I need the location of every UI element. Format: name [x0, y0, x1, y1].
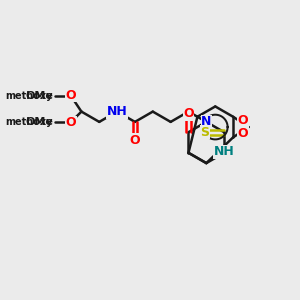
Text: N: N — [201, 116, 211, 128]
Text: O: O — [237, 127, 248, 140]
Text: O: O — [66, 116, 76, 129]
Text: O: O — [130, 134, 140, 147]
Text: OMe: OMe — [26, 91, 54, 101]
Text: methoxy: methoxy — [5, 117, 53, 127]
Text: O: O — [183, 107, 194, 120]
Text: NH: NH — [107, 105, 128, 118]
Text: OMe: OMe — [26, 117, 54, 127]
Text: methoxy: methoxy — [5, 91, 53, 101]
Text: O: O — [237, 115, 248, 128]
Text: S: S — [200, 126, 209, 139]
Text: NH: NH — [214, 146, 235, 158]
Text: O: O — [66, 89, 76, 102]
